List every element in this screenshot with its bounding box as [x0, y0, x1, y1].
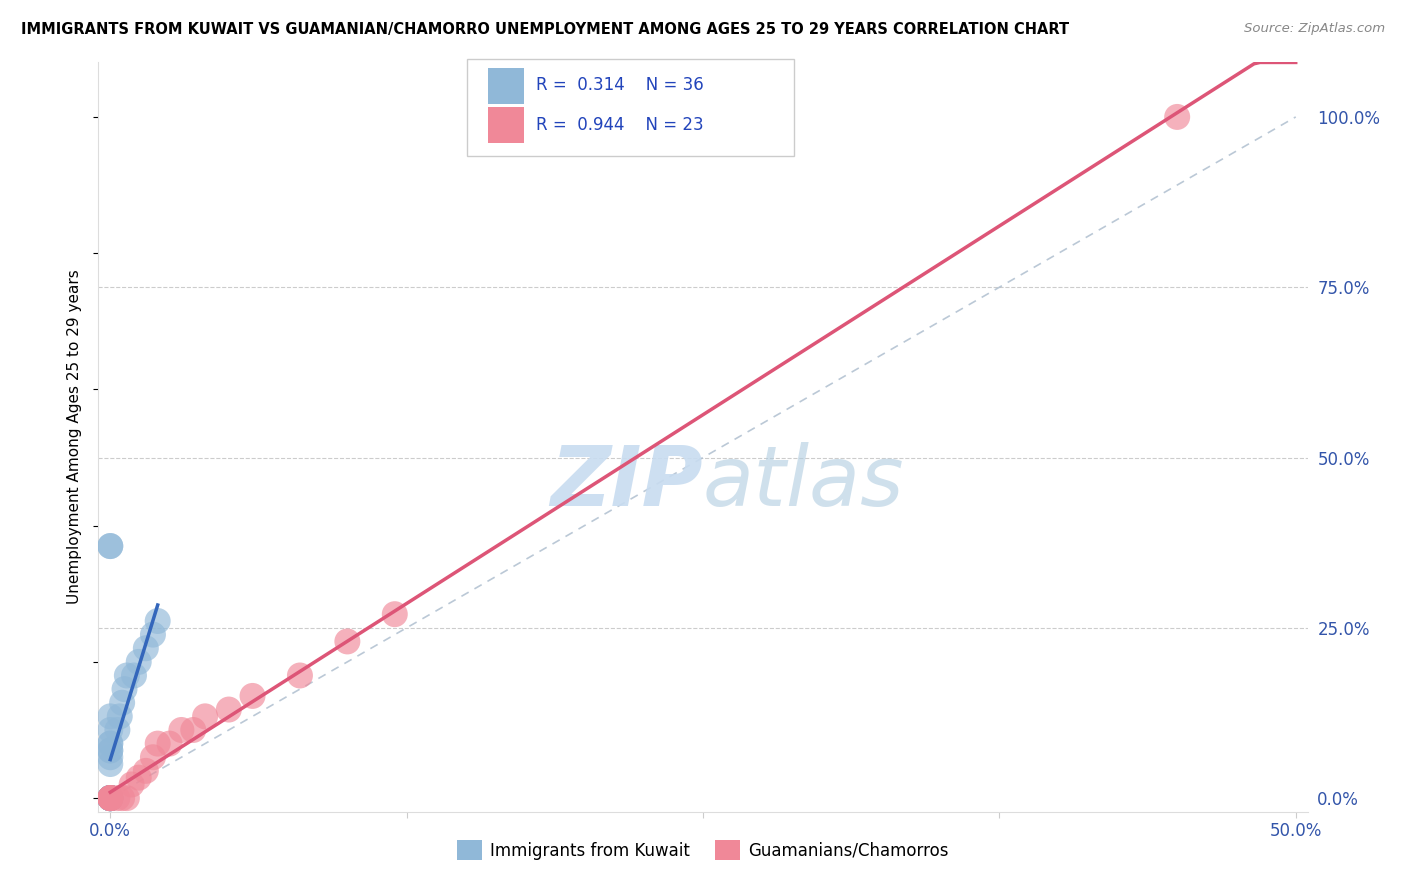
Point: [98, 791, 121, 805]
Point: [114, 682, 136, 697]
Point: [98, 791, 121, 805]
Point: [128, 655, 150, 669]
Text: R =  0.944    N = 23: R = 0.944 N = 23: [536, 116, 704, 134]
Point: [135, 764, 157, 778]
Point: [146, 614, 169, 628]
Point: [98, 791, 121, 805]
Point: [98, 791, 121, 805]
Point: [98, 709, 121, 723]
Point: [108, 709, 131, 723]
Point: [218, 702, 240, 716]
Point: [98, 791, 121, 805]
Point: [98, 539, 121, 553]
Point: [142, 627, 165, 641]
Point: [105, 723, 128, 737]
Point: [115, 668, 138, 682]
Point: [121, 777, 143, 791]
Point: [159, 737, 181, 751]
Point: [122, 668, 145, 682]
Point: [384, 607, 406, 622]
Bar: [488, 68, 524, 103]
Point: [98, 757, 121, 772]
Point: [146, 737, 169, 751]
Point: [98, 791, 121, 805]
Point: [98, 791, 121, 805]
Point: [98, 791, 121, 805]
Point: [142, 750, 165, 764]
Bar: [488, 107, 524, 144]
Point: [98, 791, 121, 805]
Point: [98, 539, 121, 553]
Text: atlas: atlas: [703, 442, 904, 523]
Point: [98, 791, 121, 805]
Point: [98, 743, 121, 757]
FancyBboxPatch shape: [467, 59, 793, 156]
Point: [128, 771, 150, 785]
Point: [98, 791, 121, 805]
Point: [288, 668, 311, 682]
Point: [98, 743, 121, 757]
Point: [111, 696, 134, 710]
Point: [98, 791, 121, 805]
Point: [98, 791, 121, 805]
Point: [98, 791, 121, 805]
Point: [170, 723, 193, 737]
Y-axis label: Unemployment Among Ages 25 to 29 years: Unemployment Among Ages 25 to 29 years: [67, 269, 83, 605]
Point: [98, 791, 121, 805]
Point: [98, 791, 121, 805]
Point: [336, 634, 359, 648]
Point: [181, 723, 204, 737]
Point: [98, 791, 121, 805]
Text: R =  0.314    N = 36: R = 0.314 N = 36: [536, 76, 704, 94]
Point: [98, 791, 121, 805]
Point: [98, 737, 121, 751]
Point: [98, 791, 121, 805]
Point: [98, 791, 121, 805]
Point: [242, 689, 264, 703]
Point: [194, 709, 217, 723]
Text: ZIP: ZIP: [550, 442, 703, 523]
Text: Source: ZipAtlas.com: Source: ZipAtlas.com: [1244, 22, 1385, 36]
Legend: Immigrants from Kuwait, Guamanians/Chamorros: Immigrants from Kuwait, Guamanians/Chamo…: [450, 833, 956, 867]
Point: [135, 641, 157, 656]
Text: IMMIGRANTS FROM KUWAIT VS GUAMANIAN/CHAMORRO UNEMPLOYMENT AMONG AGES 25 TO 29 YE: IMMIGRANTS FROM KUWAIT VS GUAMANIAN/CHAM…: [21, 22, 1069, 37]
Point: [105, 791, 128, 805]
Point: [115, 791, 138, 805]
Point: [98, 750, 121, 764]
Point: [111, 791, 134, 805]
Point: [98, 723, 121, 737]
Point: [1166, 110, 1188, 124]
Point: [98, 791, 121, 805]
Point: [98, 737, 121, 751]
